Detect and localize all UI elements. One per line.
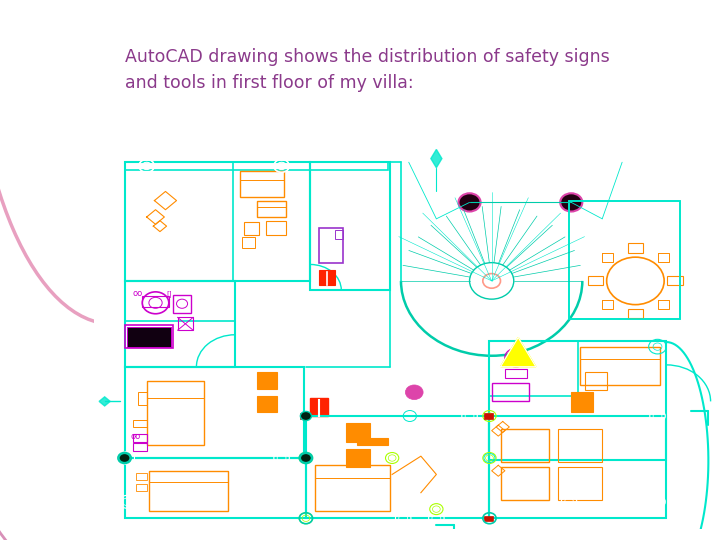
Bar: [233, 162, 310, 281]
Bar: [133, 434, 147, 442]
Bar: [357, 438, 387, 445]
Bar: [149, 471, 228, 511]
Circle shape: [119, 454, 130, 463]
Bar: [500, 429, 549, 462]
Bar: [125, 458, 306, 518]
Bar: [125, 281, 235, 367]
Bar: [147, 381, 204, 445]
Bar: [306, 416, 490, 518]
Bar: [490, 416, 667, 518]
Circle shape: [405, 385, 423, 400]
Bar: [125, 281, 235, 321]
Bar: [588, 276, 603, 286]
Polygon shape: [431, 150, 442, 168]
Bar: [580, 347, 660, 360]
Bar: [125, 367, 304, 458]
Bar: [119, 455, 128, 461]
Bar: [505, 368, 527, 377]
Bar: [178, 318, 193, 330]
Bar: [310, 398, 328, 416]
Bar: [500, 467, 549, 500]
Bar: [569, 200, 680, 319]
Text: oo: oo: [130, 431, 140, 441]
Polygon shape: [500, 338, 536, 367]
Bar: [315, 465, 390, 511]
Bar: [310, 162, 390, 290]
Bar: [319, 270, 335, 285]
Bar: [585, 372, 607, 390]
Bar: [257, 396, 277, 413]
Bar: [335, 230, 343, 239]
Bar: [147, 381, 204, 398]
Polygon shape: [99, 397, 110, 406]
Text: oo: oo: [514, 359, 524, 368]
Bar: [244, 222, 259, 235]
Bar: [242, 237, 255, 248]
Bar: [490, 341, 667, 460]
Circle shape: [459, 193, 481, 212]
Circle shape: [300, 454, 312, 463]
Bar: [135, 483, 147, 491]
Bar: [135, 472, 147, 480]
Bar: [484, 516, 492, 521]
Bar: [571, 392, 593, 413]
Bar: [315, 465, 390, 478]
Bar: [125, 325, 174, 348]
Bar: [580, 347, 660, 385]
Bar: [569, 200, 680, 319]
Bar: [138, 392, 147, 405]
Bar: [174, 295, 191, 313]
Bar: [319, 228, 343, 262]
Bar: [257, 200, 286, 207]
Bar: [558, 467, 602, 500]
Bar: [133, 420, 147, 427]
Circle shape: [300, 411, 312, 421]
Bar: [149, 471, 228, 482]
Bar: [628, 244, 643, 253]
Bar: [240, 171, 284, 180]
Bar: [133, 443, 147, 451]
Text: []: []: [516, 354, 522, 361]
Bar: [300, 413, 309, 418]
Bar: [500, 368, 536, 377]
Bar: [240, 171, 284, 197]
Bar: [257, 372, 277, 389]
Bar: [127, 327, 171, 347]
Bar: [667, 276, 683, 286]
Bar: [266, 221, 286, 235]
Bar: [346, 449, 370, 467]
Text: oo: oo: [132, 289, 143, 298]
Bar: [300, 455, 309, 461]
Bar: [125, 162, 387, 170]
Bar: [346, 423, 370, 442]
Bar: [492, 383, 529, 401]
Bar: [628, 309, 643, 319]
Bar: [143, 296, 168, 307]
Bar: [490, 341, 578, 396]
Text: []: []: [166, 291, 171, 297]
Bar: [558, 429, 602, 462]
Bar: [125, 162, 310, 281]
Bar: [484, 413, 492, 418]
Circle shape: [560, 193, 582, 212]
Bar: [257, 200, 286, 217]
Text: AutoCAD drawing shows the distribution of safety signs
and tools in first floor : AutoCAD drawing shows the distribution o…: [125, 48, 610, 92]
